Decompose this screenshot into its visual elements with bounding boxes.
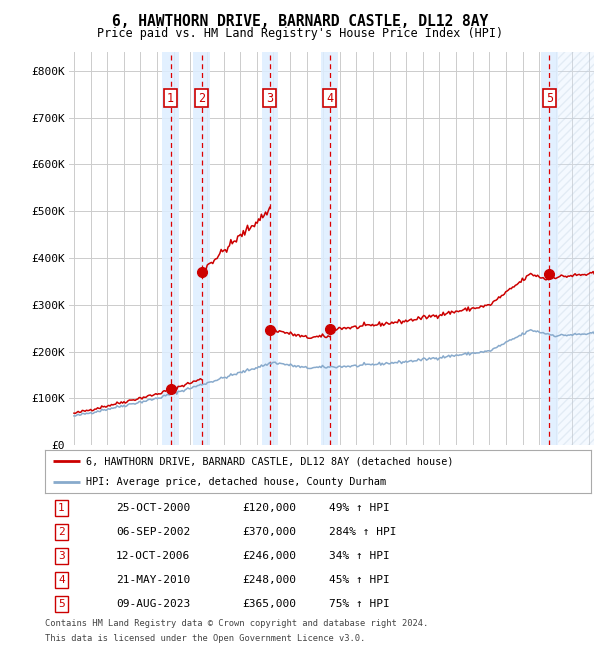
Text: £120,000: £120,000 bbox=[242, 503, 296, 513]
Text: HPI: Average price, detached house, County Durham: HPI: Average price, detached house, Coun… bbox=[86, 477, 386, 487]
Bar bbox=[262, 52, 278, 445]
Text: 2: 2 bbox=[198, 92, 205, 105]
Text: 34% ↑ HPI: 34% ↑ HPI bbox=[329, 551, 389, 561]
Text: 5: 5 bbox=[58, 599, 65, 609]
Bar bbox=[557, 52, 594, 445]
Text: 21-MAY-2010: 21-MAY-2010 bbox=[116, 575, 190, 585]
Text: 06-SEP-2002: 06-SEP-2002 bbox=[116, 527, 190, 537]
Text: 6, HAWTHORN DRIVE, BARNARD CASTLE, DL12 8AY (detached house): 6, HAWTHORN DRIVE, BARNARD CASTLE, DL12 … bbox=[86, 456, 454, 466]
Text: £248,000: £248,000 bbox=[242, 575, 296, 585]
Text: Contains HM Land Registry data © Crown copyright and database right 2024.: Contains HM Land Registry data © Crown c… bbox=[45, 619, 428, 629]
Text: Price paid vs. HM Land Registry's House Price Index (HPI): Price paid vs. HM Land Registry's House … bbox=[97, 27, 503, 40]
Text: £365,000: £365,000 bbox=[242, 599, 296, 609]
Bar bbox=[541, 52, 557, 445]
Text: 5: 5 bbox=[546, 92, 553, 105]
Text: 1: 1 bbox=[167, 92, 174, 105]
Text: 1: 1 bbox=[58, 503, 65, 513]
Text: £370,000: £370,000 bbox=[242, 527, 296, 537]
Text: 6, HAWTHORN DRIVE, BARNARD CASTLE, DL12 8AY: 6, HAWTHORN DRIVE, BARNARD CASTLE, DL12 … bbox=[112, 14, 488, 29]
Text: 284% ↑ HPI: 284% ↑ HPI bbox=[329, 527, 397, 537]
Text: 3: 3 bbox=[266, 92, 274, 105]
Text: 12-OCT-2006: 12-OCT-2006 bbox=[116, 551, 190, 561]
Bar bbox=[163, 52, 179, 445]
Text: 25-OCT-2000: 25-OCT-2000 bbox=[116, 503, 190, 513]
Text: £246,000: £246,000 bbox=[242, 551, 296, 561]
Text: 45% ↑ HPI: 45% ↑ HPI bbox=[329, 575, 389, 585]
Text: 3: 3 bbox=[58, 551, 65, 561]
Text: 4: 4 bbox=[58, 575, 65, 585]
Bar bbox=[193, 52, 210, 445]
Text: 75% ↑ HPI: 75% ↑ HPI bbox=[329, 599, 389, 609]
Bar bbox=[322, 52, 338, 445]
Text: 09-AUG-2023: 09-AUG-2023 bbox=[116, 599, 190, 609]
Text: 49% ↑ HPI: 49% ↑ HPI bbox=[329, 503, 389, 513]
Text: 4: 4 bbox=[326, 92, 333, 105]
Text: This data is licensed under the Open Government Licence v3.0.: This data is licensed under the Open Gov… bbox=[45, 634, 365, 643]
Text: 2: 2 bbox=[58, 527, 65, 537]
